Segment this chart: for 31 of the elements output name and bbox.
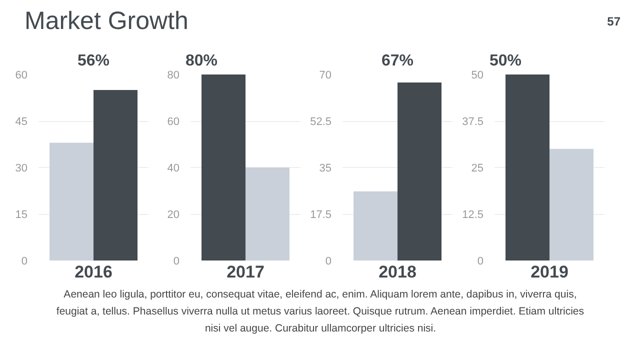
text: 57	[607, 14, 621, 28]
y-tick-label: 0	[173, 256, 180, 268]
y-tick-label: 17.5	[310, 209, 332, 221]
text: Market Growth	[24, 7, 188, 35]
y-tick-label: 80	[167, 70, 180, 82]
y-tick-label: 50	[471, 70, 484, 82]
y-tick-label: 40	[167, 162, 180, 174]
y-tick-label: 15	[15, 209, 28, 221]
text: 67%	[382, 52, 414, 70]
text: 50%	[490, 52, 522, 70]
x-axis-title: 2018	[378, 262, 416, 282]
y-tick-label: 35	[319, 162, 332, 174]
text: 56%	[78, 52, 110, 70]
y-tick-label: 30	[15, 162, 28, 174]
text: 80%	[186, 52, 218, 70]
y-tick-label: 37.5	[462, 116, 484, 128]
y-tick-label: 0	[21, 256, 28, 268]
text: Aenean leo ligula, porttitor eu, consequat vitae, eleifend ac, enim. Aliquam lorem ante, dapibus in, viverra quis, feugiat a, tellus. Phasellus viverra nulla ut metus varius laoreet. Quisque rutrum. Aenean imperdiet. Etiam ultricies nisi vel augue. Curabitur ullamcorper ultricies nisi.	[56, 288, 584, 334]
y-tick-label: 70	[319, 70, 332, 82]
y-tick-label: 0	[477, 256, 484, 268]
x-axis-title: 2019	[530, 262, 568, 282]
y-tick-label: 45	[15, 116, 28, 128]
x-axis-title: 2017	[226, 262, 264, 282]
y-tick-label: 12.5	[462, 209, 484, 221]
y-tick-label: 60	[167, 116, 180, 128]
y-tick-label: 25	[471, 162, 484, 174]
y-tick-label: 0	[325, 256, 332, 268]
y-tick-label: 60	[15, 70, 28, 82]
x-axis-title: 2016	[74, 262, 112, 282]
y-tick-label: 52.5	[310, 116, 332, 128]
y-tick-label: 20	[167, 209, 180, 221]
